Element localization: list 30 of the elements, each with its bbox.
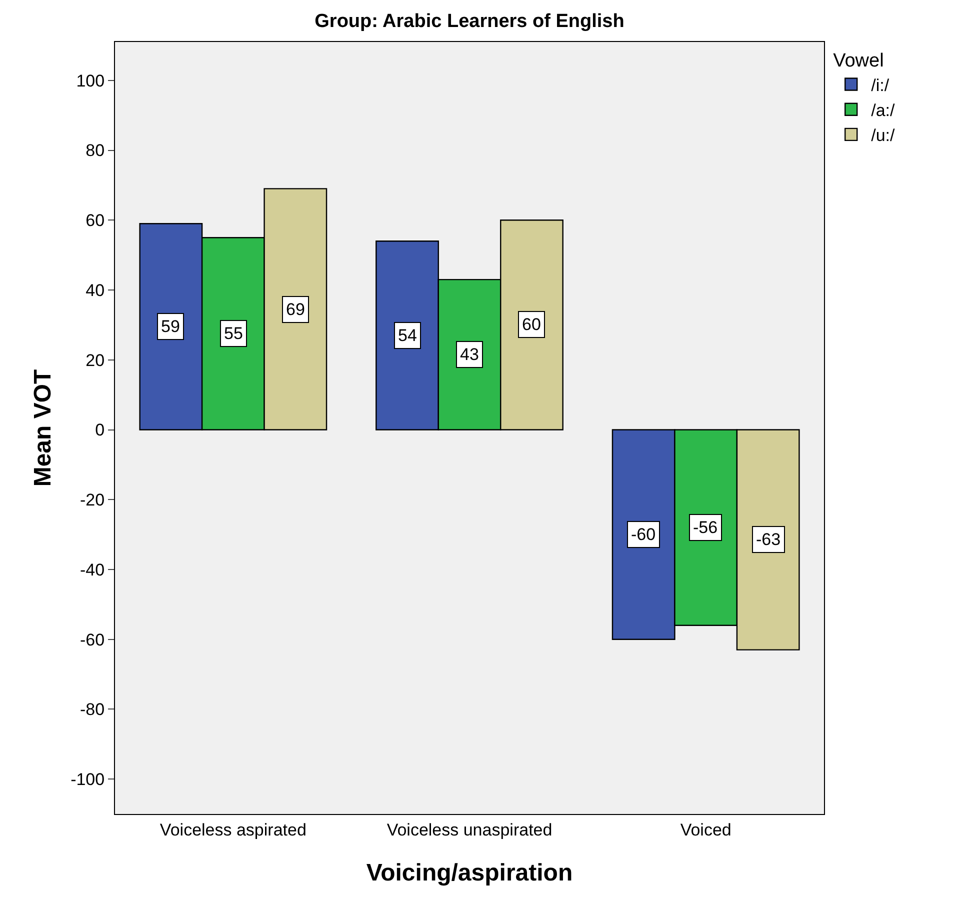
y-tick-label: 80: [86, 141, 105, 160]
x-tick-label: Voiceless unaspirated: [386, 820, 552, 840]
y-axis-title: Mean VOT: [30, 368, 57, 487]
legend-label: /a:/: [871, 100, 895, 120]
y-tick-label: 40: [86, 280, 105, 300]
x-tick-label: Voiceless aspirated: [160, 820, 306, 840]
legend-title: Vowel: [833, 50, 884, 72]
y-tick-label: -20: [80, 490, 105, 510]
data-label: -63: [756, 530, 781, 549]
y-tick-label: -60: [80, 630, 105, 650]
chart-title: Group: Arabic Learners of English: [314, 10, 624, 32]
x-tick-label: Voiced: [680, 820, 732, 840]
data-label: 43: [460, 345, 479, 364]
data-label: 60: [522, 315, 541, 334]
y-tick-label: -100: [70, 770, 105, 790]
data-label: -60: [631, 525, 656, 544]
y-tick-label: -80: [80, 700, 105, 720]
y-tick-label: 20: [86, 350, 105, 370]
legend-label: /u:/: [871, 126, 895, 146]
data-label: 55: [224, 324, 243, 343]
data-label: 54: [398, 326, 417, 345]
data-label: 59: [161, 317, 180, 336]
data-label: 69: [286, 300, 305, 319]
y-tick-label: 60: [86, 211, 105, 230]
legend-label: /i:/: [871, 76, 890, 95]
y-tick-label: -40: [80, 560, 105, 580]
y-tick-label: 100: [76, 71, 105, 90]
x-axis-title: Voicing/aspiration: [366, 860, 573, 887]
data-label: -56: [693, 518, 718, 537]
y-tick-label: 0: [95, 420, 105, 440]
